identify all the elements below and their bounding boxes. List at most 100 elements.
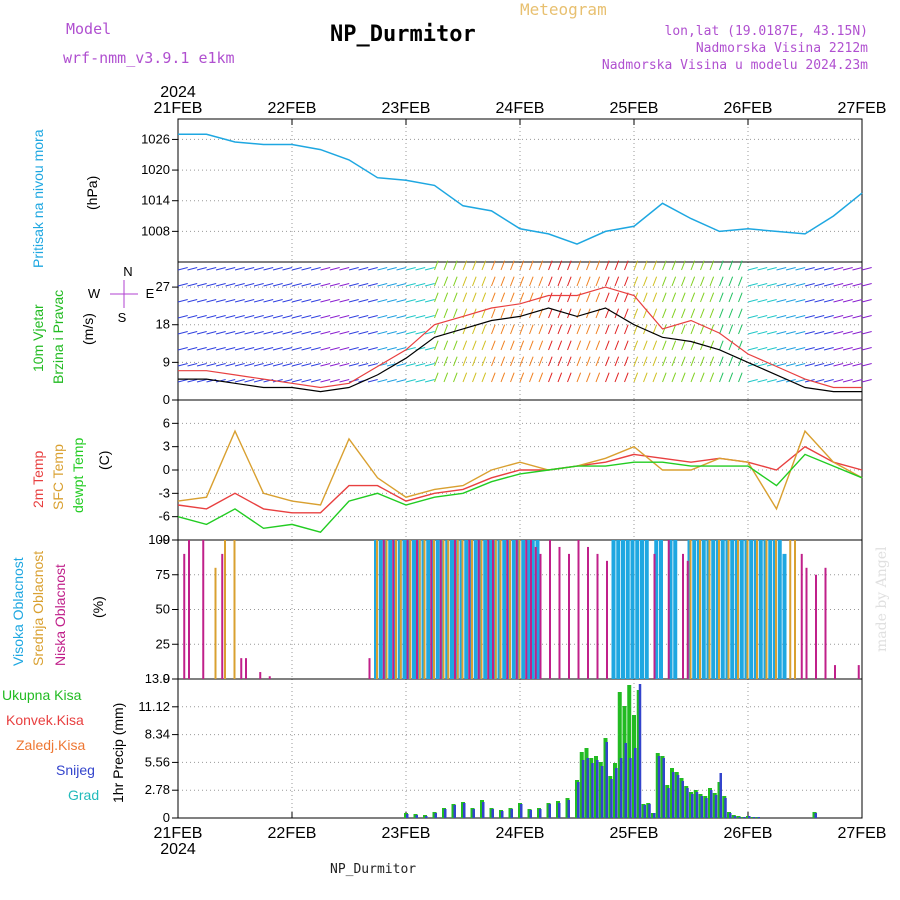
wind-barb (301, 363, 312, 367)
precip-bar-1 (591, 763, 594, 818)
wind-barb (833, 283, 844, 287)
wind-barb (747, 299, 758, 303)
wind-barb (225, 315, 236, 319)
cloud-bar-2 (221, 553, 224, 679)
wind-barb (586, 340, 591, 351)
wind-barb (814, 315, 825, 319)
wind-barb (424, 331, 435, 335)
wind-barb (215, 347, 226, 351)
wind-barb (776, 379, 787, 383)
wind-barb (529, 260, 534, 271)
wind-barb (481, 292, 487, 303)
wind-barb (719, 356, 724, 367)
cloud-bar-0 (711, 540, 716, 679)
wind-barb (557, 276, 563, 287)
wind-barb (510, 260, 515, 271)
wind-barb (405, 363, 416, 367)
wind-barb (396, 379, 407, 383)
wind-barb (643, 356, 648, 367)
precip-bar-1 (657, 756, 661, 818)
wind-barb (415, 331, 426, 335)
wind-barb (719, 324, 724, 335)
cloud-bar-2 (596, 553, 599, 679)
wind-barb (681, 308, 686, 319)
cloud-bar-2 (430, 540, 433, 679)
wind-barb (671, 356, 677, 367)
wind-barb (415, 315, 426, 319)
legend-zaledj-kisa: Zaledj.Kisa (16, 737, 86, 753)
wind-barb (529, 356, 534, 367)
cloud-bar-2 (454, 540, 456, 679)
wind-barb (738, 340, 743, 351)
precip-bar-1 (529, 810, 532, 818)
wind-barb (538, 276, 544, 287)
wind-barb (396, 315, 407, 319)
wind-barb (177, 347, 188, 351)
wind-barb (481, 260, 487, 271)
wind-barb (842, 363, 853, 367)
wind-barb (700, 308, 705, 319)
precip-bar-1 (643, 805, 646, 818)
cloud-bar-0 (654, 540, 659, 679)
precip-bar-1 (548, 804, 551, 818)
y-tick-label: 6 (163, 415, 170, 430)
precip-bar-1 (624, 743, 627, 818)
wind-barb (291, 267, 302, 271)
cloud-bar-0 (483, 540, 488, 679)
precip-bar-1 (752, 817, 756, 818)
wind-barb (206, 331, 217, 335)
cloud-bar-0 (701, 540, 706, 679)
wind-barb (709, 372, 715, 383)
wind-barb (681, 356, 686, 367)
y-tick-label: 13.9 (145, 671, 170, 686)
wind-barb (434, 324, 439, 335)
precip-bar-1 (648, 804, 651, 818)
y-tick-label: 0 (163, 462, 170, 477)
wind-barb (785, 299, 796, 303)
y-tick-label: 11.12 (138, 699, 170, 714)
wind-barb (700, 292, 705, 303)
wind-barb (595, 324, 601, 335)
wind-barb (700, 356, 705, 367)
legend-snijeg: Snijeg (56, 762, 95, 778)
wind-barb (852, 283, 863, 287)
precip-bar-1 (472, 809, 475, 818)
cloud-bar-2 (506, 540, 509, 679)
wind-barb (291, 331, 302, 335)
wind-barb (434, 372, 439, 383)
wind-barb (852, 299, 863, 303)
wind-barb (814, 283, 825, 287)
wind-barb (681, 340, 686, 351)
wind-barb (206, 347, 217, 351)
precip-bar-1 (425, 816, 428, 818)
wind-barb (709, 276, 715, 287)
wind-barb (187, 315, 198, 319)
wind-barb (861, 347, 872, 351)
y-tick-label: 3 (163, 439, 170, 454)
wind-barb (861, 379, 872, 383)
precip-bar-1 (814, 813, 817, 818)
year-label-top: 2024 (160, 84, 196, 101)
wind-barb (766, 283, 777, 287)
wind-barb (462, 356, 468, 367)
wind-barb (263, 283, 274, 287)
wind-barb (282, 347, 293, 351)
wind-barb (234, 347, 245, 351)
cloud-bar-2 (515, 540, 518, 679)
cloud-bar-0 (739, 540, 744, 679)
wind-barb (291, 315, 302, 319)
cloud-bar-0 (777, 540, 782, 679)
cloud-bar-1 (395, 540, 397, 679)
cloud-bar-1 (480, 540, 483, 679)
wind-barb (396, 363, 407, 367)
wind-barb (405, 379, 416, 383)
wind-barb (272, 331, 283, 335)
wind-barb (434, 260, 439, 271)
wind-barb (548, 372, 553, 383)
wind-barb (491, 372, 496, 383)
wind-barb (795, 363, 806, 367)
precip-bar-1 (581, 760, 585, 818)
wind-barb (852, 331, 863, 335)
cloud-bar-1 (471, 540, 473, 679)
cloud-bar-1 (509, 540, 511, 679)
